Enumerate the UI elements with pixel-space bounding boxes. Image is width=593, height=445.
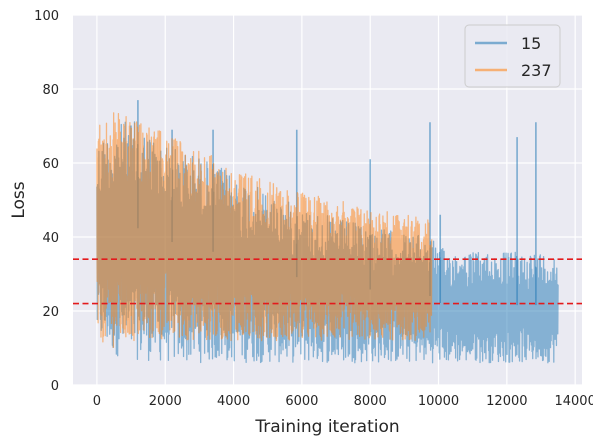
series-237 xyxy=(96,112,433,349)
x-tick-label: 4000 xyxy=(217,394,250,409)
legend-label: 237 xyxy=(521,61,552,80)
series-line xyxy=(96,112,433,349)
x-axis-label: Training iteration xyxy=(254,417,399,437)
x-tick-label: 0 xyxy=(93,394,101,409)
x-tick-label: 6000 xyxy=(285,394,318,409)
x-tick-label: 8000 xyxy=(354,394,387,409)
series-layer xyxy=(96,100,559,364)
y-tick-label: 100 xyxy=(34,9,59,24)
x-tick-label: 14000 xyxy=(554,394,593,409)
x-tick-label: 10000 xyxy=(418,394,459,409)
y-tick-label: 20 xyxy=(42,305,59,320)
legend-label: 15 xyxy=(521,34,541,53)
x-tick-label: 12000 xyxy=(486,394,527,409)
x-tick-labels: 0 2000 4000 6000 8000 10000 12000 14000 xyxy=(93,394,593,409)
x-tick-label: 2000 xyxy=(149,394,182,409)
y-axis-label: Loss xyxy=(9,181,29,218)
y-tick-label: 80 xyxy=(42,83,59,98)
legend-box xyxy=(464,24,561,88)
y-tick-label: 60 xyxy=(42,157,59,172)
y-tick-labels: 0 20 40 60 80 100 xyxy=(34,9,59,394)
y-tick-label: 0 xyxy=(51,379,59,394)
y-tick-label: 40 xyxy=(42,231,59,246)
